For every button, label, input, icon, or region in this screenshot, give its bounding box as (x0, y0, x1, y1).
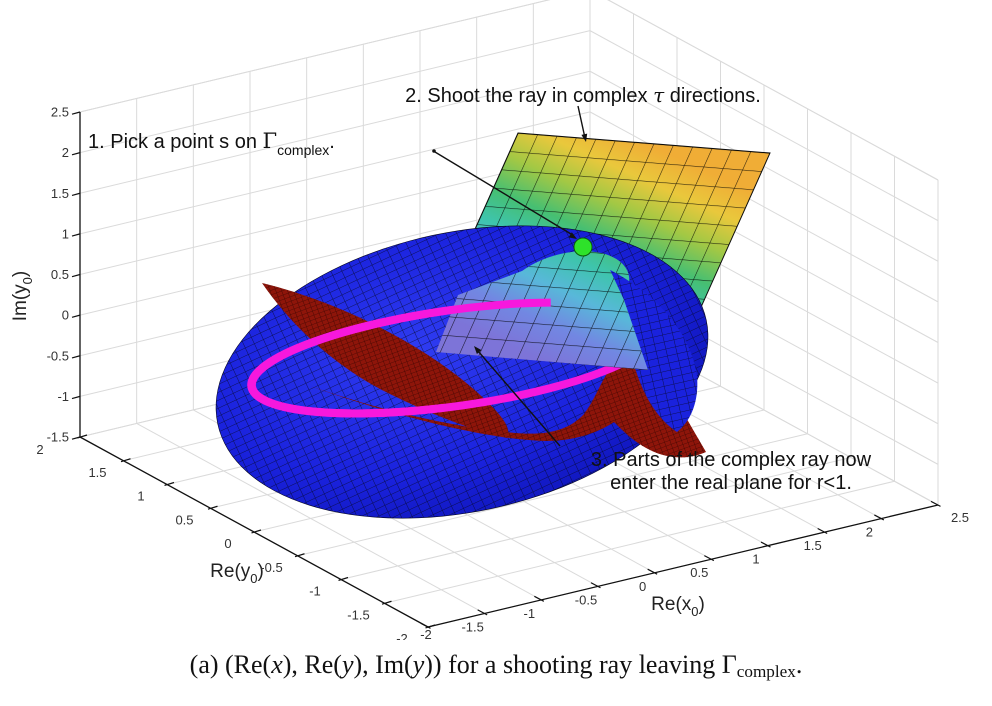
y-tick-mark (425, 624, 436, 629)
x-tick-label: -2 (420, 627, 432, 640)
x-tick-mark (477, 609, 488, 616)
z-tick-label: -1 (57, 389, 69, 404)
floor-grid-y (340, 457, 852, 580)
x-tick-mark (760, 541, 771, 548)
top-back-right-edge (607, 0, 939, 181)
y-tick-label: -2 (396, 631, 408, 640)
y-tick-label: 1.5 (88, 465, 106, 480)
left-wall-grid-z (79, 30, 591, 154)
leader-dot (432, 149, 436, 153)
x-tick-mark (420, 622, 431, 629)
annotation-arrows (432, 105, 586, 447)
left-wall-grid-z (79, 70, 591, 194)
floor-grid-y (384, 480, 895, 604)
y-tick-mark (338, 576, 349, 581)
right-wall-grid-z (589, 30, 939, 222)
x-tick-label: -0.5 (575, 592, 597, 607)
y-tick-label: -1.5 (347, 607, 369, 622)
z-tick-label: 0.5 (51, 267, 69, 282)
x-tick-mark (704, 555, 715, 562)
y-tick-label: 0.5 (175, 512, 193, 527)
x-tick-label: -1.5 (461, 619, 483, 634)
floor-grid-y (297, 433, 808, 557)
z-tick-label: -0.5 (47, 348, 69, 363)
z-tick-mark (71, 111, 81, 115)
x-tick-mark (590, 582, 601, 589)
z-tick-mark (71, 192, 81, 197)
leader-line-step1 (434, 151, 572, 235)
annotation-step3-line1: 3. Parts of the complex ray now (591, 449, 872, 471)
z-tick-label: 2.5 (51, 105, 69, 120)
z-tick-label: 2 (62, 145, 69, 160)
z-tick-mark (71, 355, 81, 359)
x-tick-mark (817, 527, 828, 535)
y-tick-label: 0 (224, 536, 231, 551)
y-tick-mark (251, 529, 262, 534)
x-tick-label: 2.5 (951, 510, 969, 525)
z-tick-label: 0 (62, 308, 69, 323)
z-tick-label: 1.5 (51, 186, 69, 201)
red-central-sheet-mesh (310, 353, 706, 458)
top-back-left-edge (79, 0, 551, 113)
point-s-marker (573, 237, 593, 257)
y-tick-label: -0.5 (260, 560, 282, 575)
figure-caption: (a) (Re(x), Re(y), Im(y)) for a shooting… (189, 650, 803, 682)
z-tick-mark (71, 395, 81, 400)
x-tick-mark (647, 568, 658, 575)
x-tick-mark (930, 500, 941, 507)
caustic-red-surface (262, 283, 706, 458)
y-tick-label: 1 (137, 489, 144, 504)
y-tick-label: -1 (309, 584, 321, 599)
x-tick-mark (874, 514, 885, 521)
x-tick-label: -1 (524, 606, 536, 621)
plot-3d-figure: 1. Pick a point s on Γcomplex. 2. Shoot … (10, 0, 969, 641)
y-tick-mark (164, 481, 175, 486)
y-tick-mark (120, 458, 131, 463)
x-tick-label: 1.5 (804, 538, 822, 553)
y-tick-mark (77, 434, 88, 439)
x-tick-label: 0.5 (690, 565, 708, 580)
annotation-arrowheads (474, 133, 588, 354)
axes-ticks: 2.5 2 1.5 1 0.5 0 -0.5 -1 -1.5 2 1.5 1 0.5 0 -0.5 -1 -1.… (36, 105, 969, 641)
leader-line-step2 (577, 105, 586, 139)
z-axis-label: Im(y0) (10, 271, 35, 322)
z-tick-mark (71, 152, 81, 156)
x-tick-mark (534, 595, 545, 602)
arrowhead-step2 (581, 133, 588, 142)
x-tick-label: 2 (866, 525, 873, 540)
x-axis-line (427, 504, 939, 628)
z-tick-label: 1 (62, 226, 69, 241)
x-axis-label: Re(x0) (651, 594, 705, 619)
y-tick-mark (381, 600, 392, 605)
x-tick-label: 1 (752, 552, 759, 567)
annotation-step3-line2: enter the real plane for r<1. (610, 472, 852, 494)
arrowhead-step3 (474, 346, 482, 354)
y-tick-label: 2 (36, 442, 43, 457)
z-tick-mark (71, 314, 81, 318)
x-tick-label: 0 (639, 579, 646, 594)
y-tick-mark (207, 505, 218, 510)
gamma-complex-curve-front (247, 298, 551, 418)
leader-line-step3 (477, 350, 561, 447)
left-wall-grid-z (79, 111, 591, 235)
y-axis-label: Re(y0) (210, 561, 264, 586)
arrowhead-step1 (568, 232, 577, 239)
annotation-step2: 2. Shoot the ray in complex τ directions… (405, 83, 761, 107)
z-tick-mark (71, 273, 81, 278)
red-left-horn-mesh (262, 283, 509, 438)
annotation-step1: 1. Pick a point s on Γcomplex. (88, 129, 335, 158)
y-tick-mark (294, 553, 305, 558)
z-tick-mark (71, 233, 81, 237)
z-tick-label: -1.5 (47, 430, 69, 445)
